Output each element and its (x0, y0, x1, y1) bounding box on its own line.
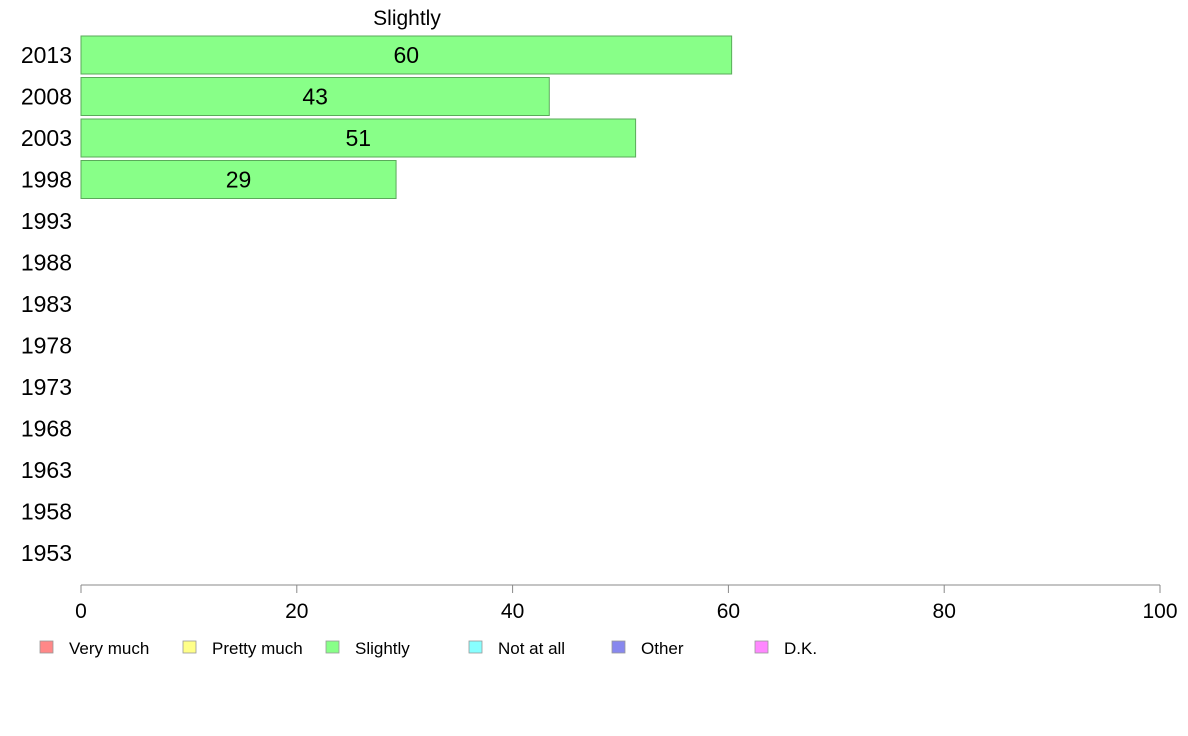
bar-2013 (80, 35, 733, 75)
x-axis: 0 20 40 60 80 100 (75, 584, 1178, 623)
y-tick-label-1958: 1958 (21, 499, 72, 525)
y-tick-label-1973: 1973 (21, 374, 72, 400)
legend: Very much Pretty much Slightly Not at all Ot… (39, 639, 817, 658)
y-tick-label-1968: 1968 (21, 416, 72, 442)
legend-label-0: Very much (69, 639, 149, 658)
legend-swatch-1 (182, 640, 197, 654)
bars-layer: 60 43 51 29 (80, 35, 733, 199)
y-tick-label-1963: 1963 (21, 457, 72, 483)
y-axis-labels: 2013 2008 2003 1998 1993 1988 1983 1978 1973 1968… (21, 42, 72, 566)
legend-swatch-3 (468, 640, 483, 654)
x-tick-label-40: 40 (501, 600, 524, 623)
bar-2003 (80, 118, 637, 158)
bar-label-2013: 60 (394, 42, 420, 68)
y-tick-label-2003: 2003 (21, 125, 72, 151)
x-tick-label-100: 100 (1142, 600, 1177, 623)
legend-label-1: Pretty much (212, 639, 303, 658)
legend-swatch-5 (754, 640, 769, 654)
bar-2008 (80, 77, 550, 116)
bar-1998 (80, 160, 397, 199)
y-tick-label-2008: 2008 (21, 84, 72, 110)
bar-label-2003: 51 (346, 125, 372, 151)
bar-label-2008: 43 (302, 84, 328, 110)
x-tick-label-0: 0 (75, 600, 87, 623)
y-tick-label-1953: 1953 (21, 540, 72, 566)
chart-title: Slightly (373, 7, 441, 30)
legend-label-4: Other (641, 639, 684, 658)
x-tick-label-60: 60 (717, 600, 740, 623)
legend-swatch-0 (39, 640, 54, 654)
y-tick-label-1993: 1993 (21, 208, 72, 234)
x-tick-label-20: 20 (285, 600, 308, 623)
y-tick-label-1998: 1998 (21, 167, 72, 193)
legend-label-2: Slightly (355, 639, 410, 658)
legend-swatch-2 (325, 640, 340, 654)
bar-label-1998: 29 (226, 167, 252, 193)
y-tick-label-1988: 1988 (21, 250, 72, 276)
x-tick-label-80: 80 (933, 600, 956, 623)
legend-label-5: D.K. (784, 639, 817, 658)
legend-label-3: Not at all (498, 639, 565, 658)
y-tick-label-2013: 2013 (21, 42, 72, 68)
y-tick-label-1978: 1978 (21, 333, 72, 359)
y-tick-label-1983: 1983 (21, 291, 72, 317)
legend-swatch-4 (611, 640, 626, 654)
